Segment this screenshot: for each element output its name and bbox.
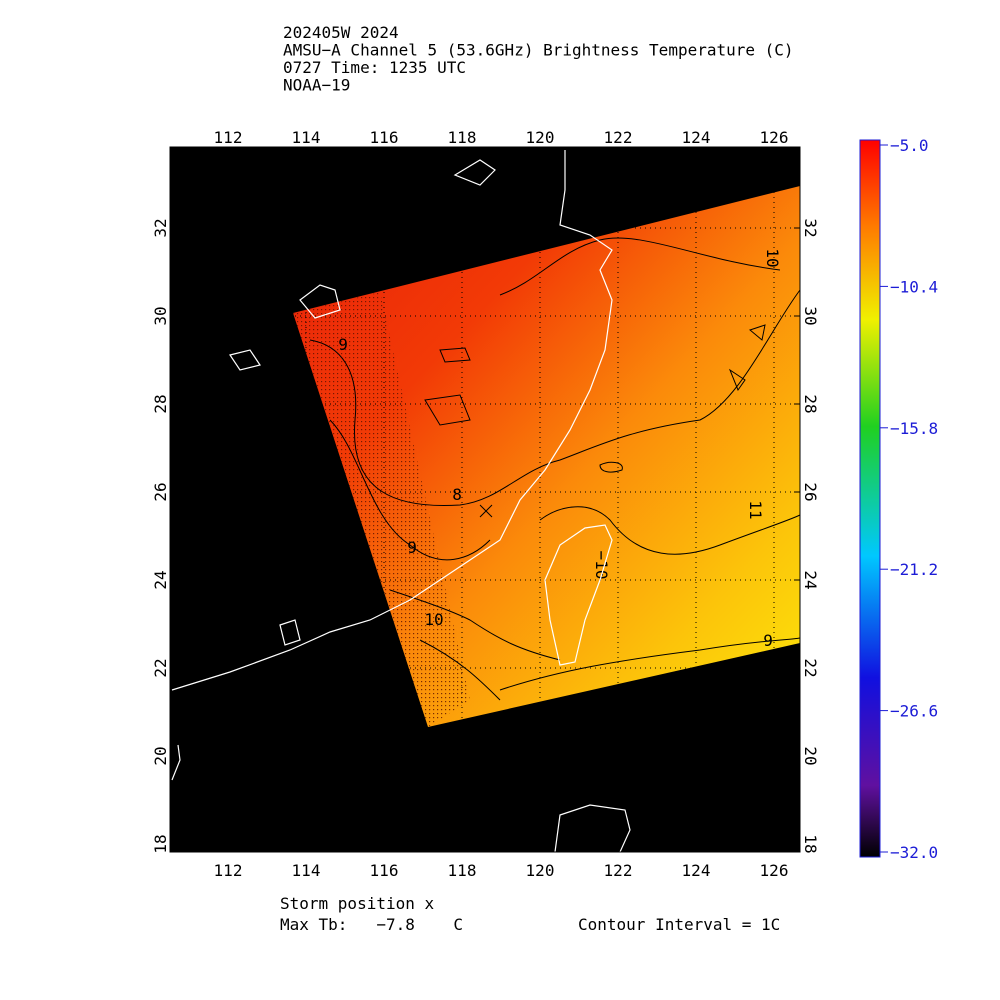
contour-label: 10 xyxy=(424,610,443,629)
lat-label-left: 30 xyxy=(151,306,170,325)
storm-position: Storm position x xyxy=(280,894,434,913)
lon-label-bottom: 116 xyxy=(370,861,399,880)
map-frame xyxy=(169,146,801,853)
max-tb: Max Tb: −7.8 C xyxy=(280,915,463,934)
colorbar-label: −26.6 xyxy=(890,702,938,721)
title-line: 202405W 2024 xyxy=(283,23,399,42)
lon-label-bottom: 120 xyxy=(526,861,555,880)
title-line: NOAA−19 xyxy=(283,76,350,95)
lat-label-left: 26 xyxy=(151,482,170,501)
lat-label-right: 28 xyxy=(801,394,820,413)
lat-label-right: 24 xyxy=(801,570,820,589)
contour-label: 10 xyxy=(763,248,782,267)
lat-label-left: 20 xyxy=(151,746,170,765)
ticks: 1121121141141161161181181201201221221241… xyxy=(151,128,820,880)
lat-label-left: 18 xyxy=(151,834,170,853)
colorbar-label: −32.0 xyxy=(890,843,938,862)
colorbar-ticks: −5.0 −10.4 −15.8 −21.2 −26.6 −32.0 xyxy=(880,136,938,862)
lat-label-left: 22 xyxy=(151,658,170,677)
lon-label-bottom: 124 xyxy=(682,861,711,880)
colorbar-label: −21.2 xyxy=(890,560,938,579)
lon-label-bottom: 112 xyxy=(214,861,243,880)
storm-marker xyxy=(479,504,493,518)
colorbar-label: −15.8 xyxy=(890,419,938,438)
lat-label-left: 24 xyxy=(151,570,170,589)
lon-label-top: 124 xyxy=(682,128,711,147)
contour-label: 9 xyxy=(407,538,417,557)
colorbar xyxy=(859,139,881,858)
lon-label-top: 126 xyxy=(760,128,789,147)
contours xyxy=(309,237,801,701)
lon-label-bottom: 114 xyxy=(292,861,321,880)
lat-label-right: 18 xyxy=(801,834,820,853)
lon-label-bottom: 126 xyxy=(760,861,789,880)
lon-label-top: 114 xyxy=(292,128,321,147)
lon-label-bottom: 118 xyxy=(448,861,477,880)
contour-label: 9 xyxy=(338,335,348,354)
contour-label: 11 xyxy=(746,500,765,519)
contour-label: 8 xyxy=(452,485,462,504)
title-line: 0727 Time: 1235 UTC xyxy=(283,58,466,77)
lat-label-left: 28 xyxy=(151,394,170,413)
coastlines xyxy=(171,150,631,853)
lat-label-left: 32 xyxy=(151,218,170,237)
lon-label-top: 122 xyxy=(604,128,633,147)
stipple xyxy=(293,292,470,727)
lon-label-top: 112 xyxy=(214,128,243,147)
contour-interval: Contour Interval = 1C xyxy=(578,915,780,934)
lon-label-top: 116 xyxy=(370,128,399,147)
colorbar-label: −5.0 xyxy=(890,136,929,155)
contour-label: 9 xyxy=(763,631,773,650)
lon-label-top: 120 xyxy=(526,128,555,147)
lon-label-bottom: 122 xyxy=(604,861,633,880)
lat-label-right: 26 xyxy=(801,482,820,501)
lat-label-right: 30 xyxy=(801,306,820,325)
lat-label-right: 20 xyxy=(801,746,820,765)
lon-label-top: 118 xyxy=(448,128,477,147)
lat-label-right: 22 xyxy=(801,658,820,677)
colorbar-label: −10.4 xyxy=(890,277,938,296)
title-line: AMSU−A Channel 5 (53.6GHz) Brightness Te… xyxy=(283,41,794,60)
lat-label-right: 32 xyxy=(801,218,820,237)
